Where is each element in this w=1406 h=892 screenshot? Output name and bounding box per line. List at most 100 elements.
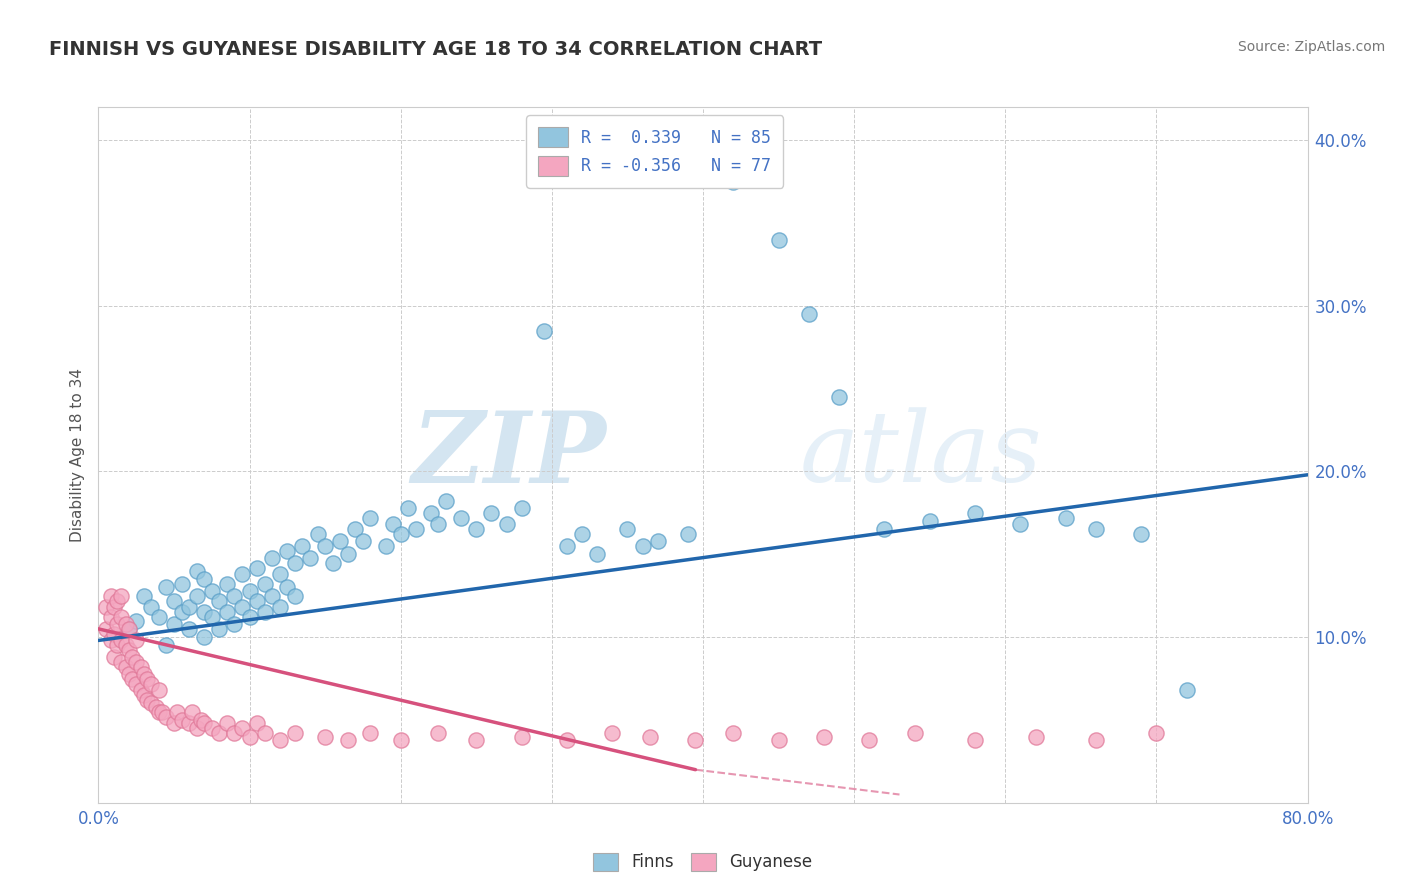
Point	[224, 616, 246, 631]
Text: ZIP: ZIP	[412, 407, 606, 503]
Point	[253, 605, 276, 619]
Point	[638, 730, 661, 744]
Point	[231, 567, 253, 582]
Point	[125, 676, 148, 690]
Point	[389, 732, 412, 747]
Point	[314, 730, 336, 744]
Point	[329, 534, 352, 549]
Point	[118, 622, 141, 636]
Point	[125, 655, 148, 669]
Point	[201, 721, 224, 735]
Point	[125, 633, 148, 648]
Y-axis label: Disability Age 18 to 34: Disability Age 18 to 34	[69, 368, 84, 542]
Point	[374, 539, 396, 553]
Point	[121, 650, 143, 665]
Point	[103, 650, 125, 665]
Point	[647, 534, 669, 549]
Point	[1175, 683, 1198, 698]
Point	[533, 324, 555, 338]
Point	[170, 577, 193, 591]
Point	[193, 716, 215, 731]
Point	[179, 622, 201, 636]
Point	[262, 550, 284, 565]
Point	[135, 693, 157, 707]
Point	[269, 732, 291, 747]
Point	[246, 560, 269, 574]
Point	[114, 660, 136, 674]
Point	[396, 500, 419, 515]
Point	[284, 726, 307, 740]
Point	[1010, 517, 1032, 532]
Point	[110, 655, 132, 669]
Point	[382, 517, 405, 532]
Point	[201, 610, 224, 624]
Point	[360, 726, 382, 740]
Point	[427, 726, 450, 740]
Point	[148, 705, 170, 719]
Point	[163, 593, 186, 607]
Point	[797, 307, 820, 321]
Point	[246, 716, 269, 731]
Point	[129, 683, 152, 698]
Point	[114, 616, 136, 631]
Point	[193, 572, 215, 586]
Point	[186, 589, 208, 603]
Point	[208, 726, 231, 740]
Point	[141, 676, 163, 690]
Point	[904, 726, 927, 740]
Point	[389, 527, 412, 541]
Point	[121, 672, 143, 686]
Point	[314, 539, 336, 553]
Point	[118, 666, 141, 681]
Point	[190, 713, 212, 727]
Point	[723, 175, 745, 189]
Point	[110, 610, 132, 624]
Point	[179, 716, 201, 731]
Point	[193, 630, 215, 644]
Point	[322, 556, 344, 570]
Point	[215, 577, 238, 591]
Point	[555, 539, 578, 553]
Point	[166, 705, 188, 719]
Point	[181, 705, 204, 719]
Point	[510, 500, 533, 515]
Point	[344, 523, 367, 537]
Point	[170, 605, 193, 619]
Point	[813, 730, 835, 744]
Point	[186, 564, 208, 578]
Point	[586, 547, 609, 561]
Point	[170, 713, 193, 727]
Point	[723, 726, 745, 740]
Point	[100, 633, 122, 648]
Point	[336, 547, 359, 561]
Point	[631, 539, 654, 553]
Legend: Finns, Guyanese: Finns, Guyanese	[586, 846, 820, 878]
Point	[231, 600, 253, 615]
Text: Source: ZipAtlas.com: Source: ZipAtlas.com	[1237, 40, 1385, 54]
Point	[163, 716, 186, 731]
Point	[179, 600, 201, 615]
Point	[103, 600, 125, 615]
Point	[105, 639, 128, 653]
Point	[155, 581, 177, 595]
Point	[555, 732, 578, 747]
Point	[110, 589, 132, 603]
Point	[163, 616, 186, 631]
Point	[1130, 527, 1153, 541]
Point	[132, 688, 155, 702]
Point	[94, 600, 117, 615]
Point	[215, 716, 238, 731]
Point	[602, 726, 624, 740]
Point	[965, 732, 987, 747]
Point	[145, 699, 167, 714]
Point	[336, 732, 359, 747]
Point	[253, 726, 276, 740]
Point	[100, 610, 122, 624]
Point	[495, 517, 517, 532]
Point	[155, 709, 177, 723]
Point	[105, 616, 128, 631]
Point	[129, 660, 152, 674]
Point	[510, 730, 533, 744]
Point	[676, 527, 699, 541]
Point	[828, 390, 851, 404]
